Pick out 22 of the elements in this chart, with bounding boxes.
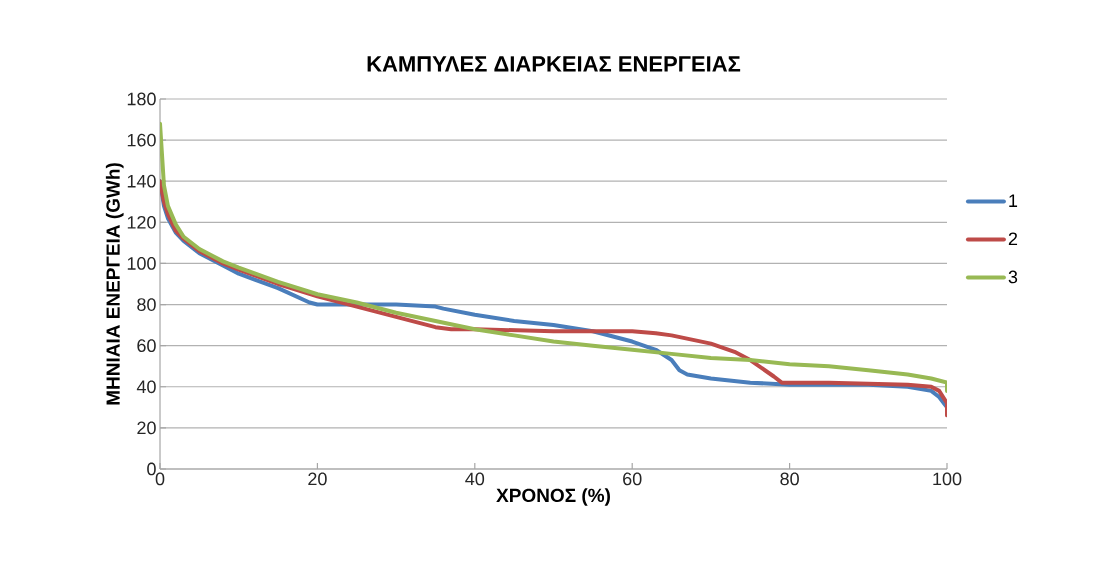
legend-label: 3 [1008, 270, 1018, 284]
x-tick-label: 0 [155, 472, 165, 486]
y-tick-label: 160 [127, 133, 156, 147]
y-tick-label: 120 [127, 215, 156, 229]
y-tick-label: 60 [137, 339, 156, 353]
y-tick-label: 80 [137, 298, 156, 311]
y-tick-label: 180 [127, 92, 156, 106]
legend-label: 2 [1008, 232, 1018, 246]
y-tick-label: 20 [137, 421, 156, 435]
x-tick-label: 60 [623, 472, 642, 486]
x-tick-label: 100 [933, 472, 962, 486]
y-axis-title: ΜΗΝΙΑΙΑ ΕΝΕΡΓΕΙΑ (GWh) [105, 163, 124, 405]
y-tick-label: 40 [136, 380, 156, 394]
chart-title: ΚΑΜΠΥΛΕΣ ΔΙΑΡΚΕΙΑΣ ΕΝΕΡΓΕΙΑΣ [367, 56, 741, 72]
x-tick-label: 80 [780, 472, 799, 486]
x-tick-label: 40 [465, 472, 485, 486]
legend-label: 1 [1009, 194, 1018, 207]
x-axis-title: ΧΡΟΝΟΣ (%) [496, 488, 610, 506]
y-tick-label: 100 [127, 257, 156, 270]
y-tick-label: 140 [127, 174, 156, 188]
y-tick-label: 0 [147, 462, 156, 476]
x-tick-label: 20 [308, 472, 327, 486]
